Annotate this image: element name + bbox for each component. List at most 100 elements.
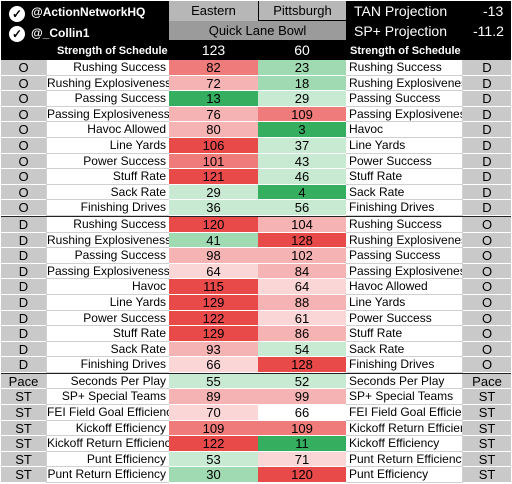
unit-label-right: O [463,310,511,327]
unit-label-right: O [463,341,511,358]
team-b-value: 4 [258,184,346,201]
team-b-value: 66 [258,405,346,421]
metric-label-right: Rushing Success [346,60,463,76]
unit-label-left: O [1,169,46,185]
header-bar: ✓ @ActionNetworkHQ ✓ @_Collin1 Eastern M… [1,1,511,60]
unit-label-left: D [1,326,46,342]
metric-label-left: Passing Success [46,248,169,264]
metric-label-left: Rushing Explosiveness [46,232,169,249]
metric-label-left: Rushing Success [46,60,169,76]
checkmark-logo-icon: ✓ [9,26,25,42]
team-a-value: 121 [169,169,258,185]
unit-label-right: O [463,279,511,295]
sos-label-right: Strength of Schedule [350,45,461,57]
unit-label-right: D [463,153,511,170]
unit-label-right: Pace [463,373,511,390]
team-a-value: 129 [169,326,258,342]
team-a-value: 66 [169,357,258,373]
unit-label-right: D [463,91,511,107]
team-a-value: 55 [169,373,258,390]
table-row: O Power Success 101 43 Power Success D [1,153,511,170]
team-a-value: 72 [169,75,258,92]
sos-team-a: 123 [201,42,226,58]
table-row: O Stuff Rate 121 46 Stuff Rate D [1,169,511,185]
table-row: D Power Success 122 61 Power Success O [1,310,511,327]
team-b-value: 86 [258,326,346,342]
team-b-value: 54 [258,341,346,358]
table-row: D Stuff Rate 129 86 Stuff Rate O [1,326,511,342]
team-b-value: 18 [258,75,346,92]
handle-collin: @_Collin1 [31,26,90,40]
bowl-name: Quick Lane Bowl [169,21,346,40]
table-row: O Sack Rate 29 4 Sack Rate D [1,184,511,201]
unit-label-left: ST [1,436,46,452]
unit-label-right: D [463,60,511,76]
metric-label-right: FEI Field Goal Efficiency [346,405,463,421]
sos-label-left: Strength of Schedule [57,45,168,57]
unit-label-right: D [463,75,511,92]
unit-label-left: O [1,137,46,154]
table-row: Pace Seconds Per Play 55 52 Seconds Per Play… [1,372,511,390]
metric-label-left: Passing Explosiveness [46,106,169,123]
unit-label-right: D [463,200,511,216]
table-row: D Finishing Drives 66 128 Finishing Drives O [1,357,511,373]
team-a-value: 29 [169,184,258,201]
unit-label-left: ST [1,405,46,421]
team-b-value: 61 [258,310,346,327]
unit-label-right: O [463,294,511,311]
metric-label-right: Havoc [346,122,463,138]
metric-label-left: SP+ Special Teams [46,389,169,406]
team-a-value: 115 [169,279,258,295]
metric-label-left: Passing Explosiveness [46,263,169,280]
team-a-value: 98 [169,248,258,264]
metric-label-right: SP+ Special Teams [346,389,463,406]
unit-label-left: ST [1,467,46,484]
metric-label-right: Finishing Drives [346,200,463,216]
unit-label-left: D [1,232,46,249]
metric-label-left: Finishing Drives [46,357,169,373]
team-b-value: 120 [258,467,346,484]
table-row: O Finishing Drives 36 56 Finishing Drives D [1,200,511,216]
unit-label-right: O [463,232,511,249]
team-a-value: 53 [169,451,258,468]
unit-label-left: O [1,91,46,107]
unit-label-right: D [463,122,511,138]
table-row: O Rushing Success 82 23 Rushing Success D [1,60,511,76]
unit-label-left: O [1,184,46,201]
metric-label-left: Line Yards [46,294,169,311]
metric-label-right: Seconds Per Play [346,373,463,390]
team-b-value: 88 [258,294,346,311]
team-b-value: 3 [258,122,346,138]
table-row: D Rushing Explosiveness 41 128 Rushing Explo… [1,232,511,249]
metric-label-right: Line Yards [346,137,463,154]
table-row: D Passing Explosiveness 64 84 Passing Explos… [1,263,511,280]
team-b-value: 29 [258,91,346,107]
metric-label-left: Kickoff Efficiency [46,420,169,437]
unit-label-left: O [1,153,46,170]
metric-label-right: Havoc Allowed [346,279,463,295]
team-a-value: 41 [169,232,258,249]
team-a-value: 122 [169,436,258,452]
unit-label-left: ST [1,389,46,406]
metric-label-left: Stuff Rate [46,326,169,342]
metric-label-right: Passing Explosiveness [346,263,463,280]
metric-label-right: Power Success [346,153,463,170]
unit-label-left: O [1,122,46,138]
sp-projection-label: SP+ Projection [354,23,447,39]
metric-label-right: Stuff Rate [346,326,463,342]
metric-label-left: Punt Return Efficiency [46,467,169,484]
unit-label-left: D [1,357,46,373]
metric-label-right: Kickoff Efficiency [346,436,463,452]
team-b-header: Pittsburgh [259,1,346,20]
team-a-value: 13 [169,91,258,107]
team-a-value: 122 [169,310,258,327]
unit-label-right: ST [463,389,511,406]
metric-label-right: Power Success [346,310,463,327]
metric-label-left: Sack Rate [46,341,169,358]
unit-label-right: O [463,326,511,342]
team-a-value: 76 [169,106,258,123]
metric-label-left: FEI Field Goal Efficiency [46,405,169,421]
unit-label-left: O [1,75,46,92]
team-b-value: 23 [258,60,346,76]
